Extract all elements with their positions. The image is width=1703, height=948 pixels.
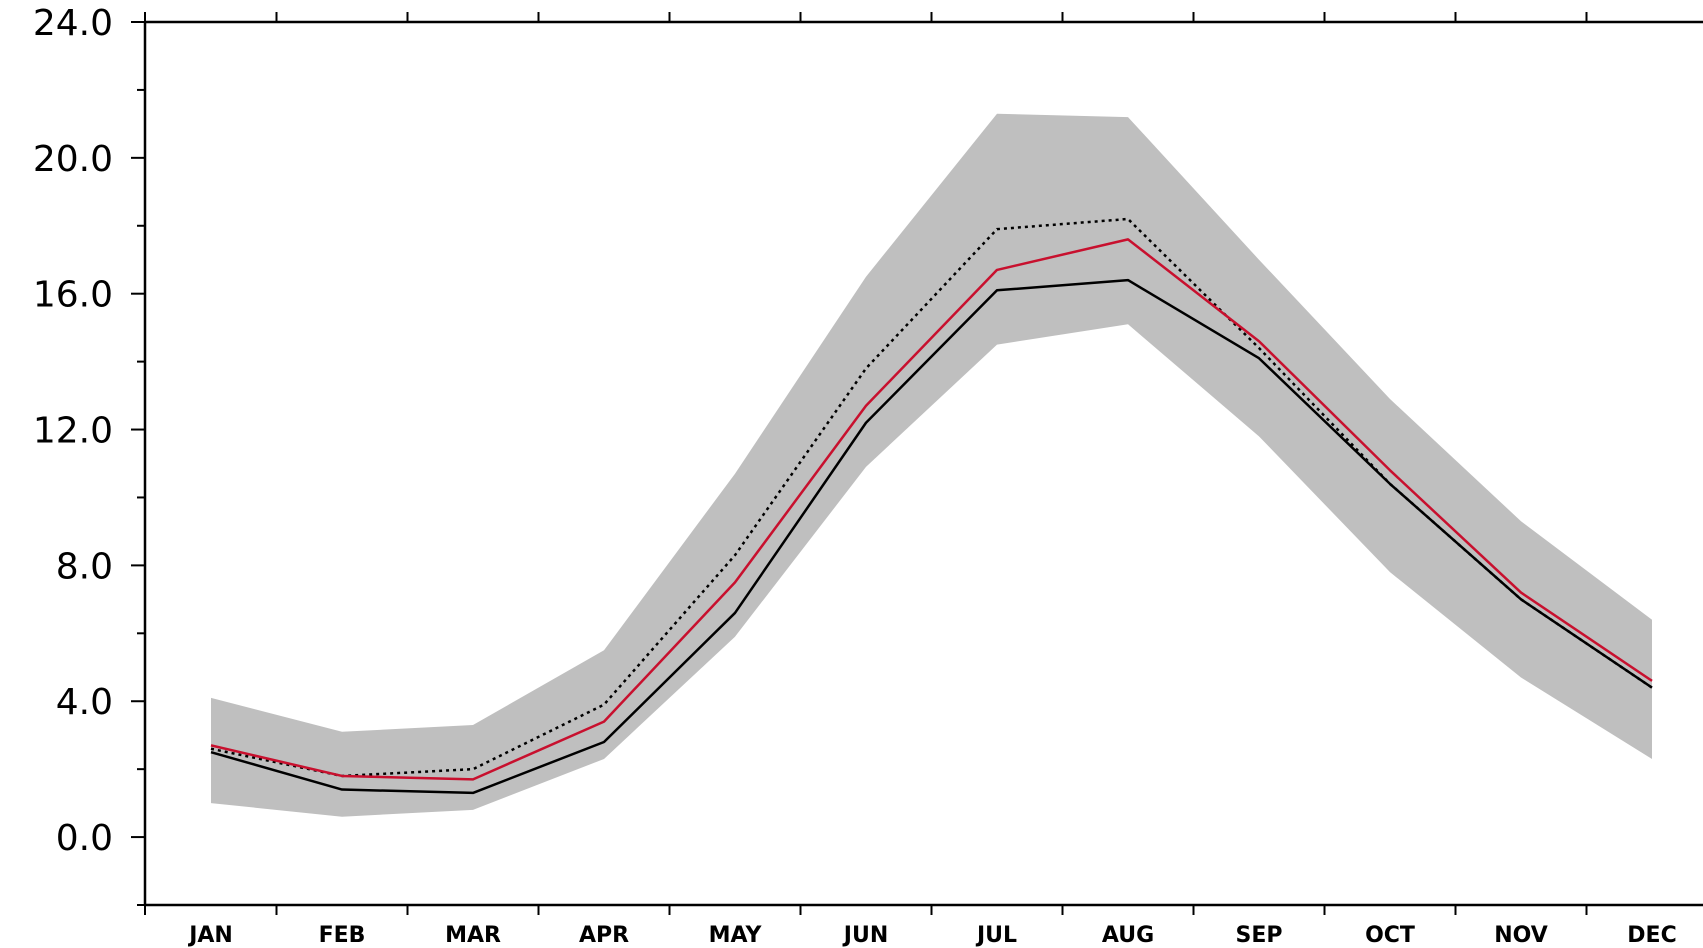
y-tick-label: 16.0 (33, 275, 113, 316)
y-tick-label: 4.0 (56, 682, 113, 723)
series-layer (210, 217, 1653, 795)
y-tick-label: 0.0 (56, 818, 113, 859)
spread-band (211, 113, 1652, 817)
x-tick-label-jul: JUL (975, 923, 1017, 948)
x-tick-label-mar: MAR (445, 923, 501, 948)
x-tick-label-jun: JUN (842, 923, 888, 948)
y-tick-label: 20.0 (33, 139, 113, 180)
x-tick-label-nov: NOV (1494, 923, 1548, 948)
x-tick-label-aug: AUG (1102, 923, 1154, 948)
x-tick-label-jan: JAN (187, 923, 233, 948)
x-tick-label-dec: DEC (1627, 923, 1676, 948)
uncertainty-band-layer (211, 113, 1652, 817)
series-line-0 (210, 238, 1653, 781)
x-tick-label-feb: FEB (319, 923, 366, 948)
x-tick-label-may: MAY (709, 923, 763, 948)
axes-layer (131, 12, 1703, 915)
x-tick-label-sep: SEP (1236, 923, 1283, 948)
x-tick-label-apr: APR (579, 923, 629, 948)
y-tick-label: 24.0 (33, 3, 113, 44)
tick-label-layer: 0.0 4.0 8.0 12.0 16.0 20.0 24.0 JAN FEB MAR APR MAY… (33, 3, 1677, 948)
y-tick-label: 8.0 (56, 546, 113, 587)
series-line-1 (210, 217, 1653, 778)
y-tick-label: 12.0 (33, 411, 113, 452)
x-tick-label-oct: OCT (1365, 923, 1415, 948)
